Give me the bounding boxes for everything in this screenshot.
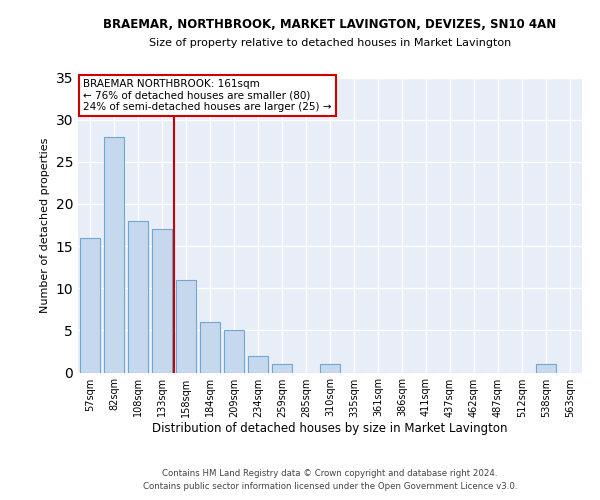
Text: Contains public sector information licensed under the Open Government Licence v3: Contains public sector information licen… (143, 482, 517, 491)
X-axis label: Distribution of detached houses by size in Market Lavington: Distribution of detached houses by size … (152, 422, 508, 436)
Bar (272, 364, 292, 372)
Bar (176, 280, 196, 372)
Text: Contains HM Land Registry data © Crown copyright and database right 2024.: Contains HM Land Registry data © Crown c… (162, 468, 498, 477)
Bar (320, 364, 340, 372)
Bar (200, 322, 220, 372)
Bar (80, 238, 100, 372)
Text: BRAEMAR NORTHBROOK: 161sqm
← 76% of detached houses are smaller (80)
24% of semi: BRAEMAR NORTHBROOK: 161sqm ← 76% of deta… (83, 79, 332, 112)
Bar (128, 221, 148, 372)
Text: BRAEMAR, NORTHBROOK, MARKET LAVINGTON, DEVIZES, SN10 4AN: BRAEMAR, NORTHBROOK, MARKET LAVINGTON, D… (103, 18, 557, 30)
Bar (152, 229, 172, 372)
Bar (104, 136, 124, 372)
Bar (224, 330, 244, 372)
Y-axis label: Number of detached properties: Number of detached properties (40, 138, 50, 312)
Text: Size of property relative to detached houses in Market Lavington: Size of property relative to detached ho… (149, 38, 511, 48)
Bar (248, 356, 268, 372)
Bar (536, 364, 556, 372)
